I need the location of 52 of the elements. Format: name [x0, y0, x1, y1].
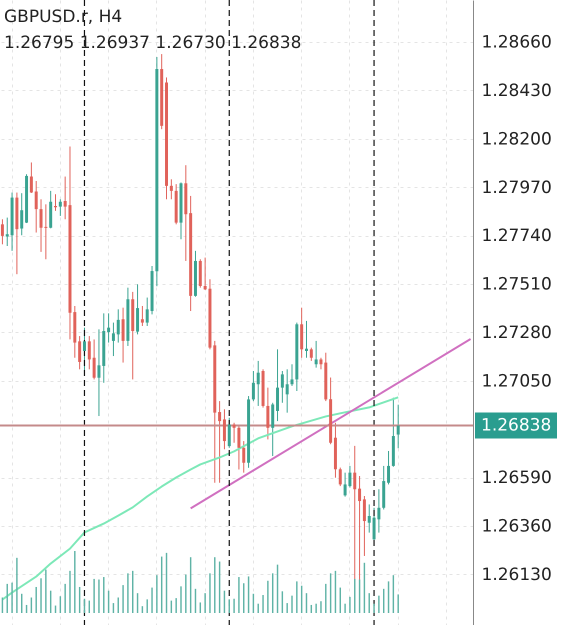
candlestick: [112, 322, 115, 357]
candlestick: [170, 178, 173, 200]
y-tick-label: 1.26360: [482, 516, 552, 537]
candlestick: [271, 402, 274, 457]
candlestick: [396, 404, 400, 449]
candlestick: [6, 217, 9, 246]
y-tick-label: 1.27280: [482, 322, 552, 343]
candlestick: [44, 204, 48, 260]
candlestick: [54, 194, 57, 212]
candlestick: [310, 347, 313, 362]
candlestick: [319, 357, 322, 370]
y-tick-label: 1.27970: [482, 178, 552, 198]
candlestick: [372, 507, 376, 540]
candlestick: [20, 192, 24, 236]
candlestick: [266, 387, 270, 440]
candlestick: [242, 440, 246, 474]
candlestick: [237, 426, 240, 470]
candlestick: [276, 348, 280, 422]
y-tick-label: 1.28430: [482, 80, 552, 101]
candlestick: [228, 417, 231, 448]
y-tick-label: 1.28660: [482, 32, 552, 53]
candlestick: [136, 284, 140, 335]
candlestick: [0, 218, 4, 245]
candlestick: [204, 257, 207, 290]
candlestick: [387, 450, 390, 485]
candlestick: [344, 472, 347, 498]
candlestick: [368, 504, 371, 534]
candlestick: [40, 198, 43, 252]
candlestick: [314, 340, 318, 368]
chart-title: GBPUSD.r, H4: [4, 6, 124, 29]
candlestick: [362, 496, 366, 556]
text: 1.26795 1.26937 1.26730 1.26838: [4, 32, 302, 55]
y-tick-label: 1.27050: [482, 371, 552, 392]
candlestick: [232, 422, 236, 444]
candlestick: [222, 408, 226, 450]
candlestick: [290, 364, 294, 386]
candlestick: [140, 305, 144, 326]
candlestick: [348, 465, 352, 488]
candlestick: [304, 320, 308, 358]
candlestick: [377, 488, 380, 534]
candlestick: [58, 198, 62, 216]
y-tick-label: 1.26590: [482, 468, 552, 488]
candlestick: [64, 176, 67, 220]
candlestick: [338, 467, 342, 487]
candlestick: [97, 328, 100, 417]
candlestick: [146, 297, 149, 326]
ref-line-label: 1.26838: [481, 416, 552, 436]
y-tick-label: 1.27740: [482, 226, 552, 246]
y-tick-label: 1.28200: [482, 129, 552, 150]
y-tick-label: 1.26130: [482, 564, 552, 585]
candlestick: [122, 307, 125, 364]
y-tick-label: 1.27510: [482, 274, 552, 295]
